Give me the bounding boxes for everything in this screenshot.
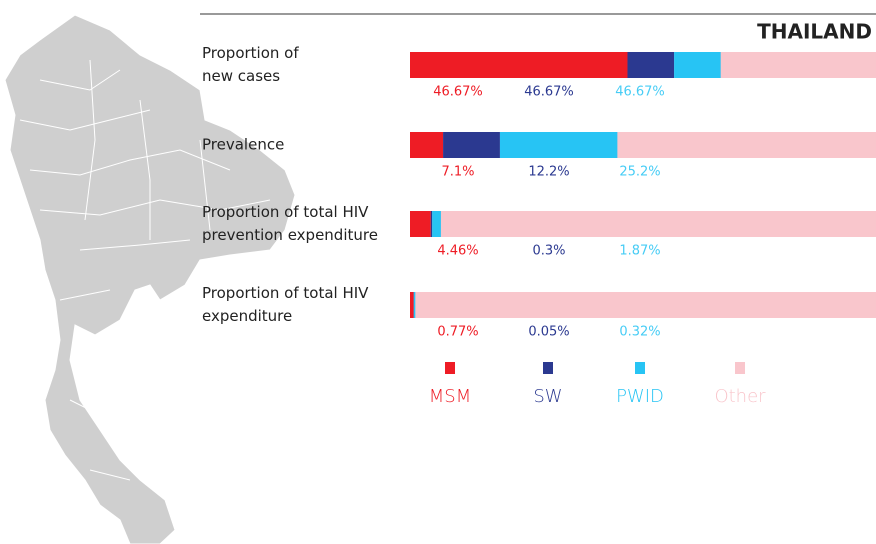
row-label: new cases — [202, 67, 280, 85]
bar-segment — [432, 211, 441, 237]
value-label: 25.2% — [619, 165, 660, 180]
value-label: 46.67% — [433, 85, 483, 100]
value-label: 7.1% — [441, 165, 474, 180]
bar-segment — [430, 211, 433, 237]
value-label: 46.67% — [615, 85, 665, 100]
value-label: 4.46% — [437, 244, 478, 259]
legend-swatch — [445, 362, 455, 374]
bar-segment — [443, 132, 500, 158]
value-label: 12.2% — [528, 165, 569, 180]
legend-label: Other — [714, 386, 766, 407]
bar-segment — [410, 132, 444, 158]
bar-track — [410, 211, 876, 237]
legend-swatch — [735, 362, 745, 374]
map-thailand — [4, 14, 296, 544]
value-label: 0.32% — [619, 325, 660, 340]
bar-segment — [499, 132, 618, 158]
row-label: expenditure — [202, 307, 292, 325]
value-label: 0.77% — [437, 325, 478, 340]
bar-segment — [674, 52, 721, 78]
bar-segment — [410, 52, 628, 78]
legend-swatch — [543, 362, 553, 374]
row-label: Proportion of total HIV — [202, 203, 369, 221]
bar-segment — [413, 292, 416, 318]
row-label: Prevalence — [202, 136, 284, 154]
bar-segment — [410, 292, 414, 318]
value-label: 46.67% — [524, 85, 574, 100]
bar-track — [410, 292, 876, 318]
legend-swatch — [635, 362, 645, 374]
legend-label: SW — [533, 386, 562, 407]
value-label: 1.87% — [619, 244, 660, 259]
legend-label: MSM — [429, 386, 472, 407]
value-label: 0.05% — [528, 325, 569, 340]
chart-title: THAILAND — [757, 20, 872, 44]
bar-segment — [410, 211, 431, 237]
legend-label: PWID — [616, 386, 664, 407]
row-label: Proportion of total HIV — [202, 284, 369, 302]
map-borders — [19, 59, 271, 481]
row-label: Proportion of — [202, 44, 299, 62]
row-label: prevention expenditure — [202, 226, 378, 244]
value-label: 0.3% — [532, 244, 565, 259]
bar-segment — [627, 52, 675, 78]
